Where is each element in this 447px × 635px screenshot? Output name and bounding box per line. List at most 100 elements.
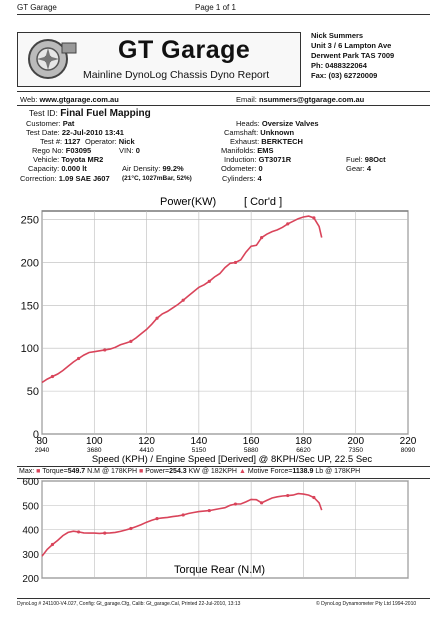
exhaust-label: Exhaust: — [230, 137, 260, 146]
power-y-tick-label: 250 — [21, 215, 39, 227]
max-torque-label: Torque= — [42, 468, 68, 475]
email-address[interactable]: nsummers@gtgarage.com.au — [258, 95, 365, 104]
torque-point — [286, 493, 290, 498]
power-x-rpm-label: 7350 — [348, 447, 363, 454]
test-id-value: Final Fuel Mapping — [60, 108, 151, 119]
power-x-tick-label: 200 — [347, 436, 364, 447]
camshaft-label: Camshaft: — [224, 128, 259, 137]
test-id-label: Test ID: — [29, 108, 58, 118]
power-point — [50, 374, 55, 379]
torque-chart: 200 300 400 500 600 Torque Rear (N.M) — [22, 477, 409, 585]
power-x-rpm-label: 5150 — [192, 447, 207, 454]
air-density-label: Air Density: — [122, 164, 161, 173]
footer-right: © DynoLog Dynamometer Pty Ltd 1994-2010 — [316, 601, 417, 607]
torque-point — [77, 530, 81, 534]
vin-value: 0 — [135, 146, 140, 155]
torque-chart-title: Torque Rear (N.M) — [174, 564, 265, 576]
web-label: Web: — [20, 95, 38, 104]
power-square-icon: ■ — [139, 468, 144, 475]
air-density-row: Air Density: 99.2% — [122, 164, 184, 173]
email-row: Email: nsummers@gtgarage.com.au — [236, 95, 364, 104]
torque-y-tick-label: 300 — [22, 550, 39, 561]
power-chart-title: Power(KW) — [160, 196, 216, 208]
gear-row: Gear: 4 — [346, 164, 371, 173]
camshaft-value: Unknown — [260, 128, 295, 137]
page-number: Page 1 of 1 — [195, 3, 236, 12]
conditions: (21°C, 1027mBar, 52%) — [122, 175, 192, 182]
heads-value: Oversize Valves — [261, 119, 319, 128]
power-x-tick-label: 100 — [86, 436, 103, 447]
web-url[interactable]: www.gtgarage.com.au — [39, 95, 119, 104]
air-density-value: 99.2% — [162, 164, 184, 173]
torque-point — [207, 508, 211, 513]
cylinders-label: Cylinders: — [222, 174, 256, 183]
test-id-row: Test ID: Final Fuel Mapping — [29, 108, 151, 119]
heads-row: Heads: Oversize Valves — [236, 119, 319, 128]
odometer-label: Odometer: — [221, 164, 257, 173]
correction-row: Correction: 1.09 SAE J607 — [20, 174, 110, 183]
max-motive-value: 1138.9 — [292, 468, 314, 475]
test-date-label: Test Date: — [26, 128, 60, 137]
power-x-tick-label: 180 — [295, 436, 312, 447]
induction-value: GT3071R — [258, 155, 292, 164]
power-x-axis-label: Speed (KPH) / Engine Speed [Derived] @ 8… — [92, 454, 373, 465]
test-number-value: 1127 — [64, 137, 81, 146]
operator-row: Operator: Nick — [85, 137, 135, 146]
power-x-rpm-label: 4410 — [139, 447, 154, 454]
manifolds-label: Manifolds: — [221, 146, 256, 155]
page-header-left: GT Garage — [17, 3, 57, 12]
exhaust-row: Exhaust: BERKTECH — [230, 137, 303, 146]
max-label: Max: — [19, 468, 35, 475]
vin-row: VIN: 0 — [119, 146, 140, 155]
contact-name: Nick Summers — [311, 31, 364, 40]
fuel-label: Fuel: — [346, 155, 363, 164]
rego-value: F03095 — [65, 146, 92, 155]
max-rule-bottom — [17, 478, 430, 479]
footer-left: DynoLog # 241100-V4.027, Config: Gt_gara… — [17, 601, 241, 607]
web-rule-top — [17, 91, 430, 92]
vin-label: VIN: — [119, 146, 134, 155]
vehicle-row: Vehicle: Toyota MR2 — [33, 155, 103, 164]
header-rule — [17, 14, 430, 15]
power-x-tick-label: 140 — [191, 436, 208, 447]
contact-fax: Fax: (03) 62720009 — [311, 71, 378, 80]
capacity-value: 0.000 lt — [61, 164, 87, 173]
vehicle-value: Toyota MR2 — [61, 155, 104, 164]
correction-label: Correction: — [20, 174, 57, 183]
contact-block: Nick Summers Unit 3 / 6 Lampton Ave Derw… — [311, 31, 394, 81]
power-x-tick-label: 220 — [400, 436, 417, 447]
torque-point — [129, 526, 133, 531]
induction-row: Induction: GT3071R — [224, 155, 291, 164]
torque-y-tick-label: 500 — [22, 501, 39, 512]
max-values-row: Max: ■ Torque=549.7 N.M @ 178KPH ■ Power… — [19, 468, 360, 475]
customer-value: Pat — [62, 119, 75, 128]
gear-label: Gear: — [346, 164, 365, 173]
torque-y-tick-label: 400 — [22, 526, 39, 537]
heads-label: Heads: — [236, 119, 260, 128]
operator-value: Nick — [118, 137, 135, 146]
max-motive-label: Motive Force= — [247, 468, 293, 475]
cylinders-row: Cylinders: 4 — [222, 174, 262, 183]
torque-point — [312, 495, 316, 500]
power-y-tick-label: 50 — [27, 386, 39, 398]
torque-point — [103, 531, 107, 535]
max-rule-top — [17, 466, 430, 467]
power-point — [155, 316, 159, 320]
induction-label: Induction: — [224, 155, 257, 164]
capacity-label: Capacity: — [28, 164, 60, 173]
power-y-tick-label: 0 — [33, 429, 39, 441]
power-point — [207, 279, 211, 283]
power-x-tick-label: 80 — [36, 436, 48, 447]
fuel-row: Fuel: 98Oct — [346, 155, 386, 164]
test-number-row: Test #: 1127 — [40, 137, 80, 146]
gear-value: 4 — [366, 164, 372, 173]
torque-y-tick-label: 200 — [22, 574, 39, 585]
torque-square-icon: ■ — [36, 468, 41, 475]
power-y-tick-label: 150 — [21, 300, 39, 312]
torque-point — [260, 501, 264, 505]
rego-label: Rego No: — [32, 146, 64, 155]
power-y-tick-label: 100 — [21, 343, 39, 355]
power-x-rpm-label: 3680 — [87, 447, 102, 454]
power-point — [129, 339, 133, 343]
power-chart: 0501001502002508029401003680120441014051… — [21, 196, 417, 465]
